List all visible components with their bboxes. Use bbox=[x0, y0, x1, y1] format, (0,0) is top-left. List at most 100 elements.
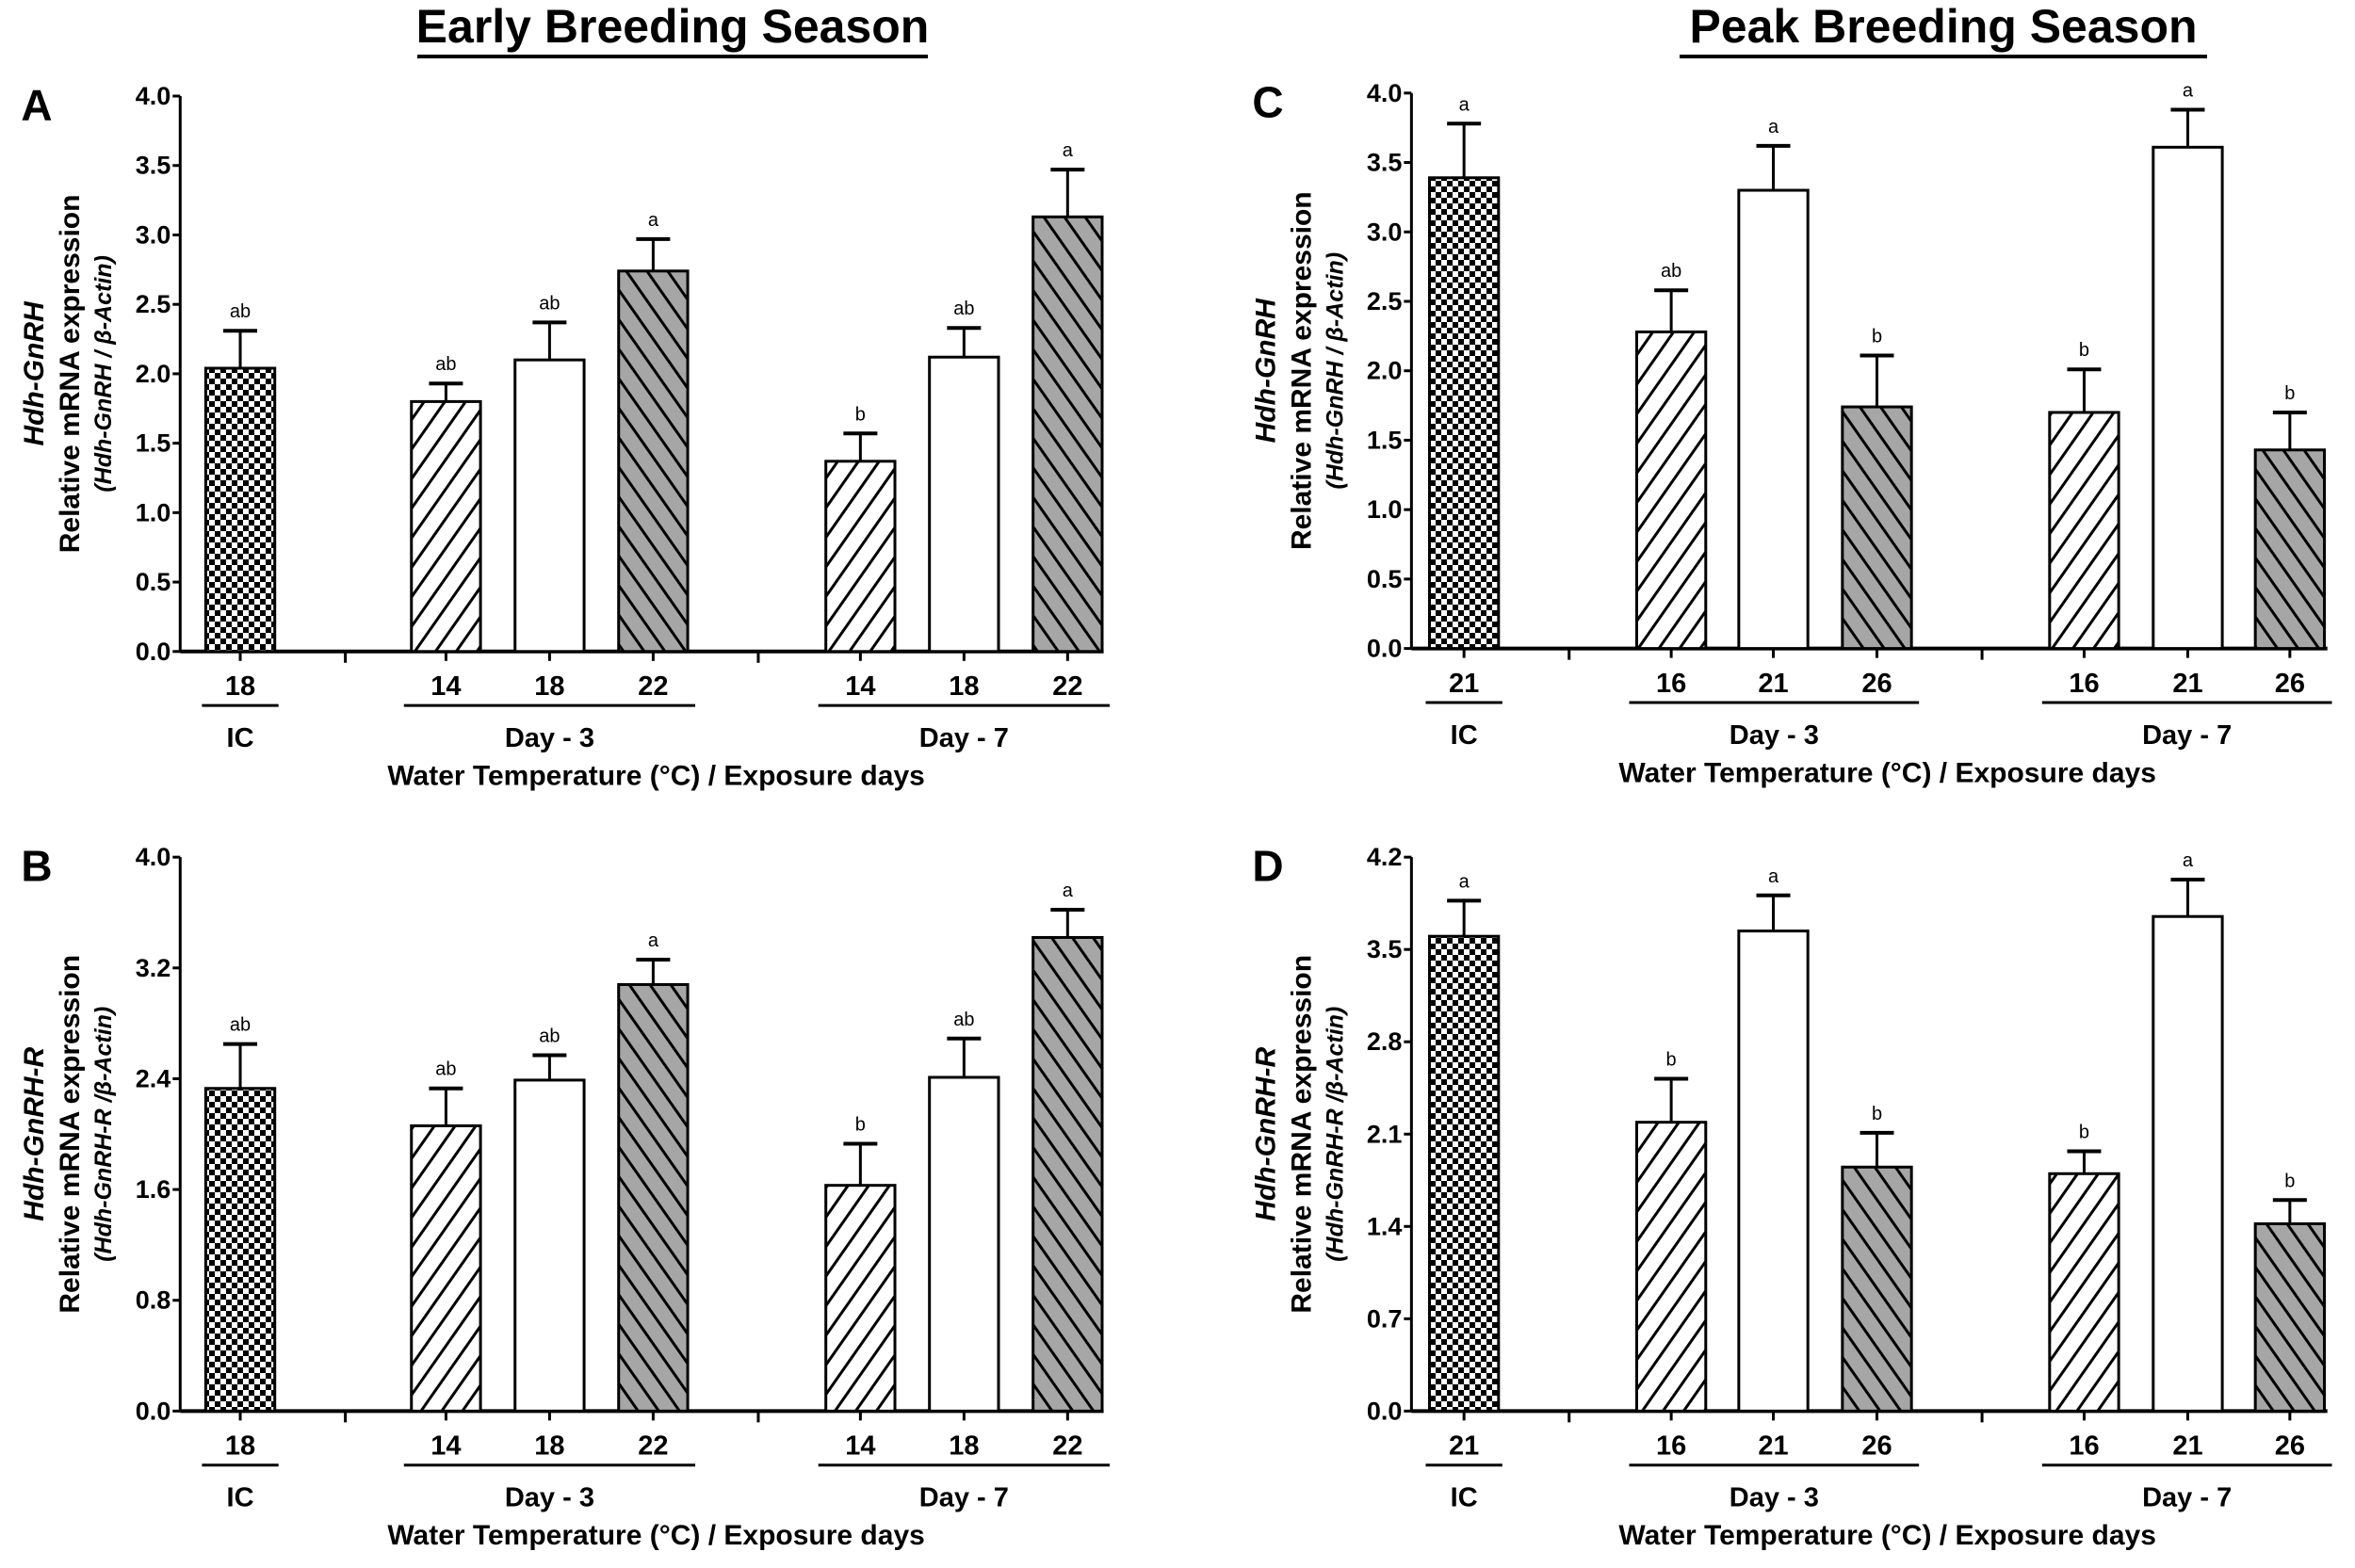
y-tick-label: 3.0 bbox=[136, 220, 171, 249]
panel-label: B bbox=[21, 842, 52, 891]
significance-label: a bbox=[1459, 871, 1470, 892]
bar-day3-22 bbox=[617, 982, 690, 1413]
group-label: IC bbox=[1451, 1483, 1478, 1513]
bar-day7-18 bbox=[928, 355, 1000, 654]
bar-day3-21 bbox=[1737, 929, 1810, 1413]
significance-label: b bbox=[855, 1115, 866, 1136]
group-label: Day - 7 bbox=[919, 723, 1009, 753]
y-title-ratio: (Hdh-GnRH-R /β-Actin) bbox=[1322, 1007, 1348, 1262]
x-tick-label: 21 bbox=[2172, 1431, 2202, 1462]
y-tick-label: 3.5 bbox=[136, 152, 171, 180]
y-title-ratio: (Hdh-GnRH / β-Actin) bbox=[90, 255, 117, 493]
x-tick-label: 16 bbox=[1656, 1431, 1686, 1462]
y-tick-label: 2.4 bbox=[136, 1064, 171, 1092]
significance-label: ab bbox=[230, 301, 251, 322]
y-tick-label: 4.0 bbox=[136, 82, 171, 110]
y-tick-label: 3.2 bbox=[136, 954, 171, 982]
group-label: Day - 3 bbox=[1730, 1483, 1819, 1513]
x-tick-label: 14 bbox=[845, 671, 875, 702]
y-tick-label: 0.7 bbox=[1367, 1304, 1403, 1333]
x-tick-label: 22 bbox=[1052, 1431, 1082, 1462]
significance-label: b bbox=[2079, 1122, 2089, 1142]
group-label: Day - 3 bbox=[505, 1483, 594, 1513]
x-tick-label: 26 bbox=[2275, 669, 2305, 699]
y-title-main: Relative mRNA expression bbox=[55, 955, 86, 1314]
significance-label: ab bbox=[953, 299, 974, 319]
significance-label: a bbox=[1063, 881, 1074, 901]
significance-label: a bbox=[2183, 81, 2194, 102]
significance-label: ab bbox=[435, 354, 456, 375]
panel-d: D 0.0 0.7 1.4 2.1 2.8 3.5 4.2 a 21 b 16 a 21 b 26 b 16 a 21… bbox=[1250, 842, 2332, 1551]
x-tick-label: 18 bbox=[225, 1431, 255, 1462]
group-label: Day - 3 bbox=[505, 723, 594, 753]
y-tick-label: 0.0 bbox=[136, 1397, 171, 1425]
bar-day3-16 bbox=[1634, 1121, 1708, 1413]
x-tick-label: 16 bbox=[1656, 669, 1686, 699]
y-tick-label: 0.0 bbox=[1367, 635, 1403, 663]
bar-day3-18 bbox=[513, 1078, 586, 1413]
significance-label: a bbox=[1063, 140, 1074, 161]
x-axis-title: Water Temperature (°C) / Exposure days bbox=[1618, 1520, 2155, 1551]
y-axis-title: Hdh-GnRH Relative mRNA expression (Hdh-GnR… bbox=[19, 195, 117, 554]
group-label: IC bbox=[227, 1483, 254, 1513]
y-tick-label: 4.0 bbox=[136, 843, 171, 871]
bar-day7-14 bbox=[824, 460, 897, 654]
y-tick-label: 2.0 bbox=[136, 360, 171, 388]
group-label: Day - 7 bbox=[919, 1483, 1009, 1513]
x-tick-label: 16 bbox=[2069, 1431, 2099, 1462]
group-label: IC bbox=[227, 723, 254, 753]
bar-day3-14 bbox=[410, 399, 482, 654]
x-tick-label: 26 bbox=[2275, 1431, 2305, 1462]
y-tick-label: 1.5 bbox=[1367, 426, 1403, 454]
bar-day7-21 bbox=[2152, 914, 2224, 1413]
bar-day7-22 bbox=[1031, 215, 1104, 654]
y-title-gene: Hdh-GnRH bbox=[1250, 298, 1281, 444]
y-tick-label: 1.0 bbox=[136, 498, 171, 526]
y-title-gene: Hdh-GnRH-R bbox=[19, 1046, 50, 1220]
y-axis-title: Hdh-GnRH Relative mRNA expression (Hdh-GnR… bbox=[1250, 191, 1348, 550]
bar-day7-21 bbox=[2152, 145, 2224, 651]
x-axis-title: Water Temperature (°C) / Exposure days bbox=[387, 761, 924, 792]
y-tick-label: 1.0 bbox=[1367, 495, 1403, 524]
bar-day3-21 bbox=[1737, 188, 1810, 651]
y-tick-label: 2.5 bbox=[136, 290, 171, 318]
x-tick-label: 18 bbox=[949, 671, 979, 702]
x-tick-label: 18 bbox=[949, 1431, 979, 1462]
significance-label: b bbox=[2284, 383, 2295, 404]
x-tick-label: 14 bbox=[845, 1431, 875, 1462]
y-tick-label: 0.5 bbox=[136, 568, 171, 596]
bar-ic-18 bbox=[203, 366, 277, 654]
significance-label: a bbox=[1768, 117, 1779, 137]
significance-label: a bbox=[648, 930, 659, 951]
bar-day3-14 bbox=[410, 1123, 482, 1413]
significance-label: b bbox=[855, 404, 866, 425]
significance-label: ab bbox=[539, 1026, 560, 1046]
x-tick-label: 14 bbox=[430, 1431, 461, 1462]
y-tick-label: 2.0 bbox=[1367, 357, 1403, 385]
x-tick-label: 21 bbox=[1449, 669, 1479, 699]
panel-label: D bbox=[1252, 842, 1283, 891]
panel-label: C bbox=[1252, 77, 1283, 126]
bar-day7-26 bbox=[2253, 1221, 2327, 1413]
y-tick-label: 2.1 bbox=[1367, 1120, 1403, 1148]
group-label: Day - 7 bbox=[2142, 720, 2232, 751]
group-label: IC bbox=[1451, 720, 1478, 751]
y-tick-label: 4.0 bbox=[1367, 79, 1403, 107]
y-title-main: Relative mRNA expression bbox=[1286, 191, 1317, 550]
x-tick-label: 26 bbox=[1861, 669, 1892, 699]
significance-label: ab bbox=[435, 1059, 456, 1080]
y-tick-label: 0.0 bbox=[136, 638, 171, 666]
significance-label: a bbox=[1459, 94, 1470, 115]
significance-label: ab bbox=[1661, 261, 1681, 282]
x-tick-label: 21 bbox=[1758, 1431, 1788, 1462]
significance-label: b bbox=[2079, 340, 2089, 361]
significance-label: b bbox=[1872, 326, 1882, 347]
bar-day7-22 bbox=[1031, 935, 1104, 1413]
bar-ic-21 bbox=[1427, 176, 1501, 651]
y-axis-title: Hdh-GnRH-R Relative mRNA expression (Hdh-G… bbox=[1250, 955, 1348, 1314]
y-tick-label: 2.8 bbox=[1367, 1027, 1403, 1056]
y-tick-label: 4.2 bbox=[1367, 843, 1403, 871]
group-label: Day - 7 bbox=[2142, 1483, 2232, 1513]
y-tick-label: 0.5 bbox=[1367, 565, 1403, 593]
